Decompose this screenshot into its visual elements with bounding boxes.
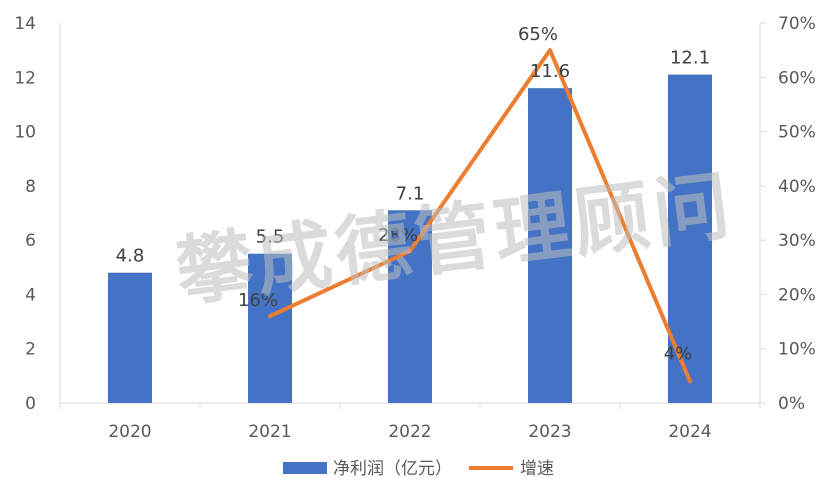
x-tick-label: 2021 [248, 422, 291, 442]
bar-value-label: 5.5 [256, 227, 285, 248]
x-tick-label: 2022 [388, 422, 431, 442]
legend-label-line: 增速 [520, 459, 554, 479]
bar-value-label: 4.8 [116, 246, 145, 267]
growth-line [268, 48, 692, 384]
x-tick-label: 2024 [668, 422, 711, 442]
bar [528, 88, 572, 404]
x-tick-label: 2023 [528, 422, 571, 442]
y-left-tick-label: 10 [14, 123, 36, 143]
data-labels: 4.8 5.5 7.1 11.6 12.1 16% 28% 65% 4% [116, 24, 710, 364]
y-right-tick-label: 60% [778, 68, 816, 88]
line-value-label: 28% [378, 225, 418, 246]
line-series [268, 48, 692, 384]
legend-label-bar: 净利润（亿元） [333, 459, 452, 479]
y-right-tick-label: 0% [778, 394, 805, 414]
line-value-label: 65% [518, 24, 558, 45]
bar-value-label: 12.1 [670, 48, 710, 69]
y-left-tick-label: 6 [25, 231, 36, 251]
y-left-tick-label: 2 [25, 340, 36, 360]
y-right-tick-label: 70% [778, 14, 816, 34]
y-left-tick-label: 4 [25, 285, 36, 305]
y-left-tick-label: 12 [14, 68, 36, 88]
bar-value-label: 11.6 [530, 61, 570, 82]
axes-group: 2020 2021 2022 2023 2024 0 2 4 6 8 10 12 14 0% 10% 20% 3… [14, 14, 815, 442]
y-left-tick-label: 8 [25, 177, 36, 197]
y-right-tick-label: 30% [778, 231, 816, 251]
bar [388, 210, 432, 403]
line-value-label: 16% [238, 290, 278, 311]
x-tick-label: 2020 [108, 422, 151, 442]
y-right-tick-label: 40% [778, 177, 816, 197]
legend-swatch-bar [283, 462, 327, 474]
bar [108, 272, 152, 403]
y-right-tick-label: 20% [778, 285, 816, 305]
legend: 净利润（亿元） 增速 [283, 459, 554, 479]
line-value-label: 4% [664, 343, 693, 364]
y-right-tick-label: 50% [778, 123, 816, 143]
y-left-tick-label: 0 [25, 394, 36, 414]
y-left-tick-label: 14 [14, 14, 36, 34]
y-right-tick-label: 10% [778, 340, 816, 360]
bar-value-label: 7.1 [396, 183, 425, 204]
bar [248, 253, 292, 403]
